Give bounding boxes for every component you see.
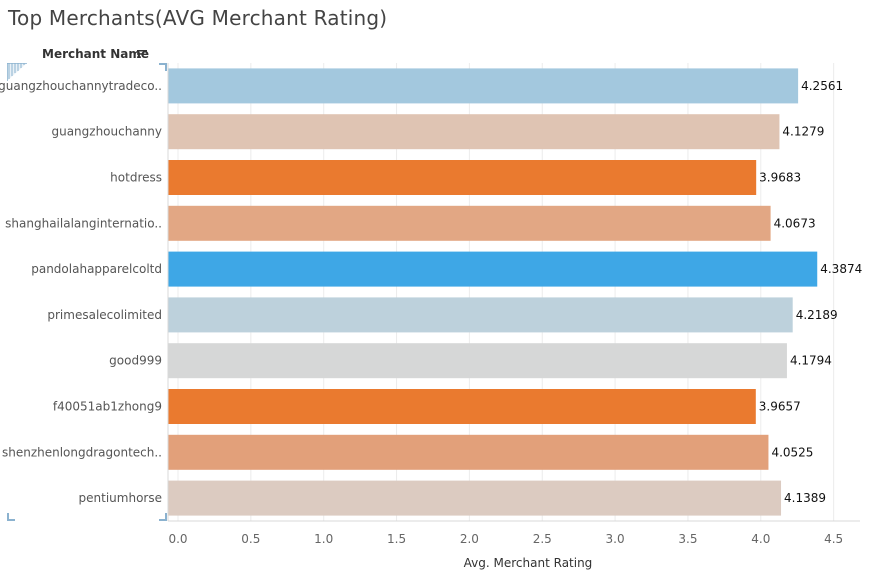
x-tick-label: 4.0 xyxy=(751,532,770,546)
bar[interactable] xyxy=(168,205,771,241)
bar[interactable] xyxy=(168,251,818,287)
value-label: 4.1279 xyxy=(782,125,824,139)
value-label: 4.0525 xyxy=(771,445,813,459)
x-tick-label: 2.0 xyxy=(460,532,479,546)
category-label: hotdress xyxy=(110,171,162,185)
x-tick-label: 1.5 xyxy=(387,532,406,546)
value-label: 3.9683 xyxy=(759,171,801,185)
selection-bracket-bottom-left-icon xyxy=(7,513,15,521)
x-axis-title: Avg. Merchant Rating xyxy=(464,556,593,570)
x-tick-label: 3.0 xyxy=(606,532,625,546)
bar[interactable] xyxy=(168,297,793,333)
bar[interactable] xyxy=(168,480,782,516)
category-label: guangzhouchannytradeco.. xyxy=(0,79,162,93)
x-tick-label: 0.5 xyxy=(241,532,260,546)
category-label: shanghailalanginternatio.. xyxy=(5,216,162,230)
category-label: f40051ab1zhong9 xyxy=(53,400,162,414)
category-label: good999 xyxy=(109,354,162,368)
value-label: 4.1389 xyxy=(784,491,826,505)
row-header[interactable]: Merchant Name xyxy=(42,47,149,61)
category-label: pandolahapparelcoltd xyxy=(31,262,162,276)
x-tick-label: 1.0 xyxy=(314,532,333,546)
category-label: pentiumhorse xyxy=(79,491,162,505)
bar[interactable] xyxy=(168,434,769,470)
category-label: shenzhenlongdragontech.. xyxy=(2,445,162,459)
value-label: 4.2561 xyxy=(801,79,843,93)
bar[interactable] xyxy=(168,114,780,150)
x-tick-label: 3.5 xyxy=(678,532,697,546)
category-label: primesalecolimited xyxy=(47,308,162,322)
selection-corner-icon xyxy=(7,63,27,81)
value-label: 4.3874 xyxy=(820,262,862,276)
bar[interactable] xyxy=(168,389,756,424)
selection-bracket-bottom-right-icon xyxy=(159,513,167,521)
bar[interactable] xyxy=(168,343,787,379)
x-tick-label: 0.0 xyxy=(168,532,187,546)
value-label: 3.9657 xyxy=(759,400,801,414)
value-label: 4.0673 xyxy=(774,216,816,230)
value-label: 4.2189 xyxy=(796,308,838,322)
x-tick-label: 2.5 xyxy=(533,532,552,546)
x-tick-label: 4.5 xyxy=(824,532,843,546)
chart-title: Top Merchants(AVG Merchant Rating) xyxy=(8,6,388,30)
selection-bracket-top-right-icon xyxy=(159,63,167,71)
bar[interactable] xyxy=(168,68,799,104)
sort-icon[interactable] xyxy=(136,48,148,60)
category-label: guangzhouchanny xyxy=(51,125,162,139)
bar[interactable] xyxy=(168,160,757,195)
value-label: 4.1794 xyxy=(790,354,832,368)
